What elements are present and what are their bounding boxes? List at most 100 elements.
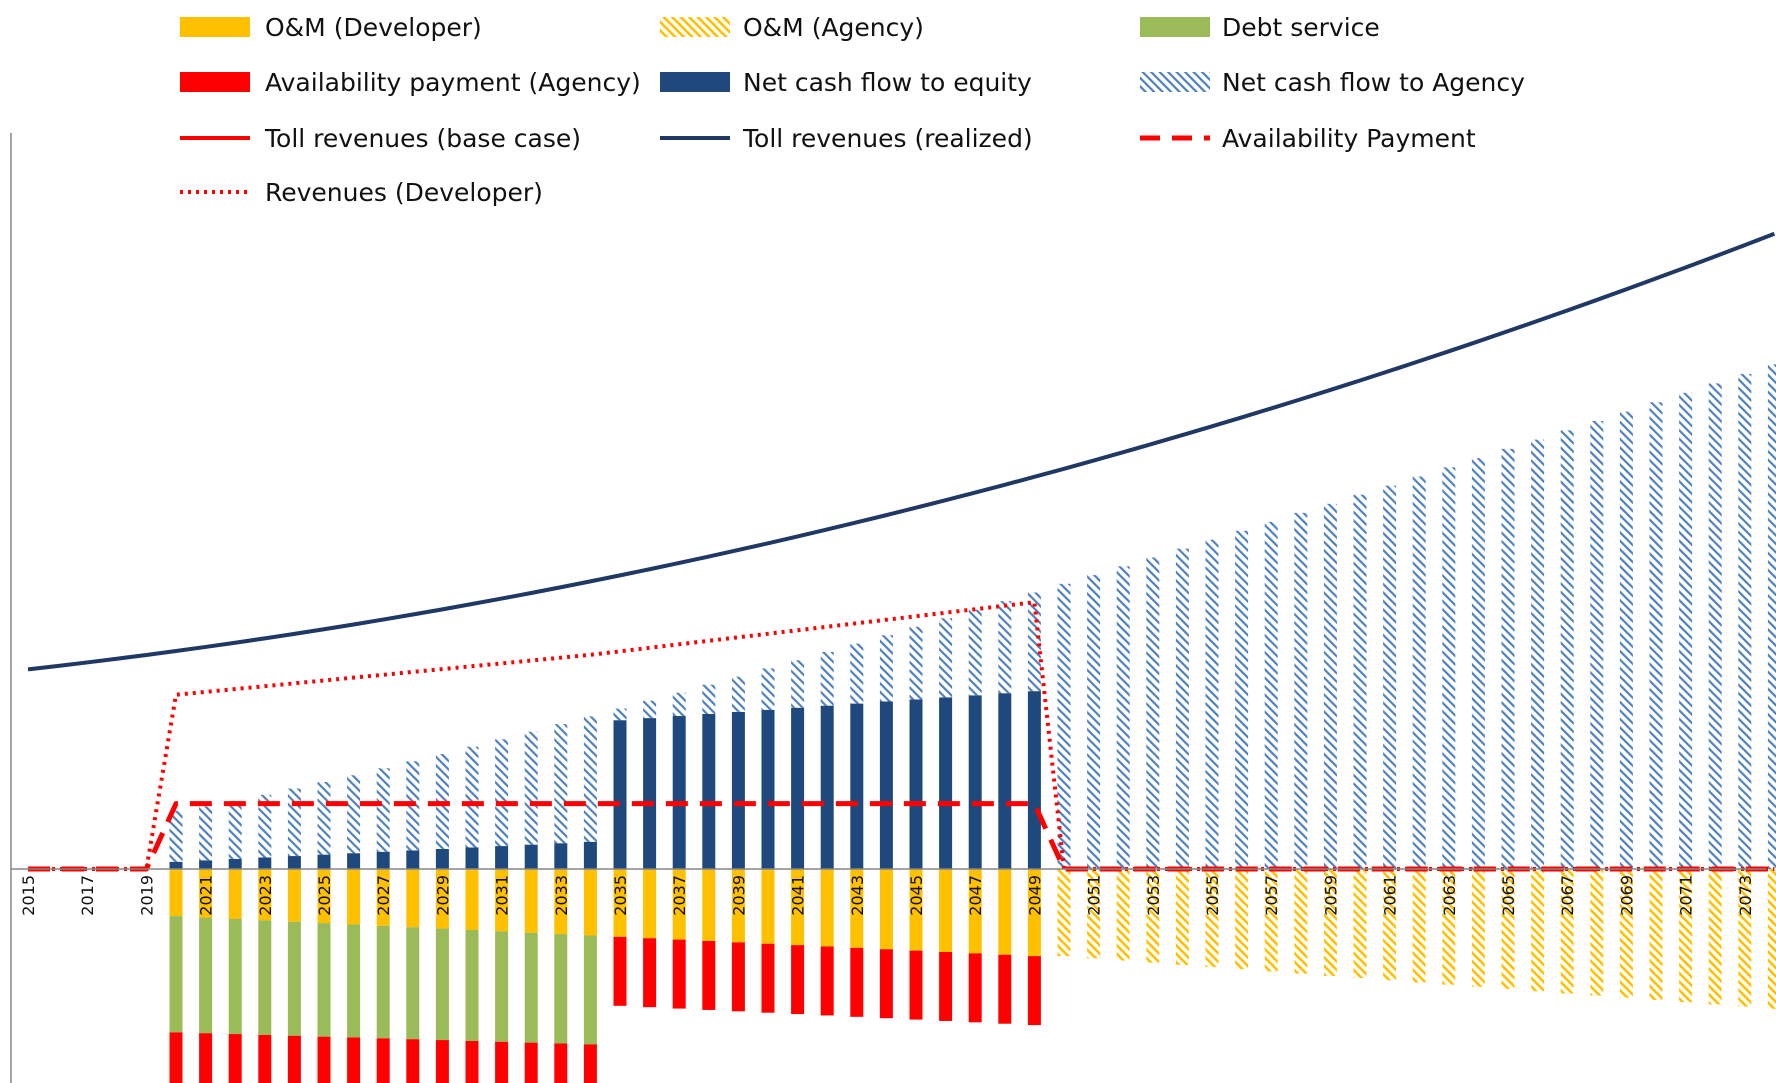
bar-om-dev-2026 — [347, 869, 361, 925]
x-tick-label-2055: 2055 — [1203, 875, 1222, 916]
bar-ncf-agency-2025 — [317, 781, 331, 855]
bar-ncf-agency-2027 — [376, 768, 390, 852]
bar-ap-agency-2027 — [376, 1038, 390, 1083]
bar-ncf-agency-2049 — [1027, 592, 1041, 692]
bar-ap-agency-2020 — [169, 1032, 183, 1083]
bar-ncf-equity-2031 — [495, 846, 509, 869]
bar-om-dev-2021 — [199, 869, 213, 918]
bar-om-dev-2029 — [435, 869, 449, 929]
bar-ap-agency-2024 — [287, 1035, 301, 1083]
bar-ncf-agency-2048 — [998, 601, 1012, 694]
bar-om-dev-2022 — [228, 869, 242, 919]
bar-om-agency-2073 — [1738, 869, 1752, 1007]
bar-ap-agency-2028 — [406, 1039, 420, 1083]
bar-ap-agency-2033 — [554, 1043, 568, 1083]
legend-swatch-net-cash-flow-agency — [1140, 72, 1210, 92]
bar-ncf-agency-2026 — [347, 775, 361, 854]
x-tick-label-2031: 2031 — [493, 875, 512, 916]
bar-om-dev-2034 — [583, 869, 597, 936]
bar-ap-agency-2044 — [879, 949, 893, 1019]
x-tick-label-2033: 2033 — [552, 875, 571, 916]
x-tick-label-2025: 2025 — [315, 875, 334, 916]
bar-om-dev-2046 — [939, 869, 953, 952]
bar-debt-2028 — [406, 927, 420, 1040]
plot-area: 2015 2017 2019 2021 2023 2025 2027 2029 2031 2033… — [10, 133, 1776, 1083]
bar-om-dev-2042 — [820, 869, 834, 947]
bar-ncf-equity-2029 — [435, 848, 449, 869]
legend-label-availability-payment-agency: Availability payment (Agency) — [265, 68, 641, 97]
bar-om-agency-2069 — [1619, 869, 1633, 998]
x-tick-label-2063: 2063 — [1440, 875, 1459, 916]
bar-om-agency-2050 — [1057, 869, 1071, 957]
legend-label-om-agency: O&M (Agency) — [743, 13, 924, 42]
bar-debt-2023 — [258, 920, 272, 1035]
bar-ncf-agency-2052 — [1116, 566, 1130, 869]
bar-om-agency-2051 — [1087, 869, 1101, 959]
bar-om-dev-2027 — [376, 869, 390, 926]
bar-om-dev-2044 — [879, 869, 893, 950]
bar-ap-agency-2026 — [347, 1037, 361, 1083]
bar-ncf-agency-2042 — [820, 651, 834, 706]
bar-ncf-equity-2024 — [287, 856, 301, 869]
x-tick-label-2017: 2017 — [78, 875, 97, 916]
bar-ncf-agency-2043 — [850, 643, 864, 704]
bar-ncf-agency-2056 — [1235, 530, 1249, 869]
bar-ncf-agency-2070 — [1649, 402, 1663, 869]
bar-ncf-equity-2044 — [879, 701, 893, 869]
bar-ncf-equity-2039 — [731, 711, 745, 869]
bar-om-agency-2055 — [1205, 869, 1219, 968]
bar-ap-agency-2031 — [495, 1041, 509, 1083]
bar-ncf-equity-2048 — [998, 693, 1012, 869]
bar-ncf-equity-2037 — [672, 716, 686, 869]
bar-ncf-equity-2023 — [258, 857, 272, 869]
bar-om-agency-2061 — [1383, 869, 1397, 981]
bar-om-agency-2066 — [1531, 869, 1545, 992]
bar-debt-2032 — [524, 932, 538, 1043]
bar-om-agency-2072 — [1708, 869, 1722, 1005]
legend-swatch-net-cash-flow-equity — [660, 72, 730, 92]
x-tick-labels: 2015 2017 2019 2021 2023 2025 2027 2029 2031 2033… — [19, 875, 1755, 916]
bar-om-agency-2063 — [1442, 869, 1456, 985]
bar-ncf-agency-2064 — [1471, 458, 1485, 869]
x-tick-label-2073: 2073 — [1736, 875, 1755, 916]
x-tick-label-2039: 2039 — [729, 875, 748, 916]
bar-ncf-equity-2021 — [199, 860, 213, 869]
legend-label-availability-payment-line: Availability Payment — [1222, 124, 1476, 153]
bar-ap-agency-2038 — [702, 940, 716, 1010]
bar-ap-agency-2039 — [731, 942, 745, 1012]
bar-ncf-equity-2036 — [643, 718, 657, 869]
bar-ncf-agency-2035 — [613, 708, 627, 721]
x-tick-label-2019: 2019 — [137, 875, 156, 916]
bar-debt-2034 — [583, 935, 597, 1045]
bar-debt-2027 — [376, 925, 390, 1039]
bar-om-dev-2033 — [554, 869, 568, 935]
bar-ncf-agency-2039 — [731, 676, 745, 712]
x-tick-label-2061: 2061 — [1381, 875, 1400, 916]
bar-ncf-equity-2027 — [376, 851, 390, 869]
bar-om-agency-2065 — [1501, 869, 1515, 990]
x-tick-label-2035: 2035 — [611, 875, 630, 916]
bar-ncf-agency-2066 — [1531, 439, 1545, 869]
bar-ap-agency-2036 — [643, 938, 657, 1008]
bar-ncf-agency-2051 — [1087, 575, 1101, 869]
bar-ncf-agency-2054 — [1175, 548, 1189, 869]
legend-item-net-cash-flow-agency: Net cash flow to Agency — [1140, 68, 1525, 97]
bar-om-agency-2057 — [1264, 869, 1278, 972]
bar-ncf-equity-2042 — [820, 705, 834, 869]
x-tick-label-2053: 2053 — [1144, 875, 1163, 916]
legend-item-net-cash-flow-equity: Net cash flow to equity — [660, 68, 1032, 97]
legend-label-toll-revenues-realized: Toll revenues (realized) — [742, 124, 1033, 153]
bar-ncf-agency-2030 — [465, 746, 479, 848]
bar-ncf-agency-2055 — [1205, 539, 1219, 869]
bar-ncf-agency-2050 — [1057, 583, 1071, 869]
legend-label-om-developer: O&M (Developer) — [265, 13, 482, 42]
bar-om-dev-2025 — [317, 869, 331, 924]
x-tick-label-2065: 2065 — [1499, 875, 1518, 916]
legend-item-debt-service: Debt service — [1140, 13, 1380, 42]
x-tick-label-2043: 2043 — [848, 875, 867, 916]
bar-ncf-equity-2047 — [968, 695, 982, 869]
legend-item-om-agency: O&M (Agency) — [660, 13, 924, 42]
bar-ncf-agency-2033 — [554, 724, 568, 844]
bar-ap-agency-2043 — [850, 947, 864, 1017]
bar-om-dev-2028 — [406, 869, 420, 928]
